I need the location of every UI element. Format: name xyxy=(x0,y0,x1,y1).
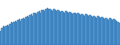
Bar xyxy=(11,22,12,45)
Bar xyxy=(68,13,69,45)
Bar xyxy=(107,19,108,45)
Bar xyxy=(47,8,48,45)
Bar xyxy=(13,22,15,45)
Bar xyxy=(3,26,4,45)
Bar xyxy=(35,13,36,45)
Bar xyxy=(99,17,100,45)
Bar xyxy=(80,15,81,45)
Bar xyxy=(16,22,17,45)
Bar xyxy=(111,19,112,45)
Bar xyxy=(15,21,16,45)
Bar xyxy=(9,24,11,45)
Bar xyxy=(108,20,109,45)
Bar xyxy=(113,19,115,45)
Bar xyxy=(71,13,72,45)
Bar xyxy=(51,10,52,45)
Bar xyxy=(116,21,117,45)
Bar xyxy=(61,11,63,45)
Bar xyxy=(73,13,75,45)
Bar xyxy=(45,9,47,45)
Bar xyxy=(5,26,7,45)
Bar xyxy=(109,18,111,45)
Bar xyxy=(63,12,64,45)
Bar xyxy=(1,28,3,45)
Bar xyxy=(85,14,87,45)
Bar xyxy=(93,16,95,45)
Bar xyxy=(52,11,53,45)
Bar xyxy=(105,18,107,45)
Bar xyxy=(53,9,55,45)
Bar xyxy=(12,23,13,45)
Bar xyxy=(92,17,93,45)
Bar xyxy=(115,20,116,45)
Bar xyxy=(75,14,76,45)
Bar xyxy=(23,18,24,45)
Bar xyxy=(72,14,73,45)
Bar xyxy=(88,16,89,45)
Bar xyxy=(84,16,85,45)
Bar xyxy=(104,19,105,45)
Bar xyxy=(87,15,88,45)
Bar xyxy=(83,15,84,45)
Bar xyxy=(96,18,97,45)
Bar xyxy=(56,11,57,45)
Bar xyxy=(57,10,59,45)
Bar xyxy=(79,14,80,45)
Bar xyxy=(33,14,35,45)
Bar xyxy=(44,11,45,45)
Bar xyxy=(40,13,41,45)
Bar xyxy=(24,19,25,45)
Bar xyxy=(17,20,19,45)
Bar xyxy=(91,16,92,45)
Bar xyxy=(117,22,119,45)
Bar xyxy=(25,17,27,45)
Bar xyxy=(100,18,101,45)
Bar xyxy=(7,25,8,45)
Bar xyxy=(49,9,51,45)
Bar xyxy=(119,23,120,45)
Bar xyxy=(65,11,67,45)
Bar xyxy=(97,16,99,45)
Bar xyxy=(76,14,77,45)
Bar xyxy=(31,14,32,45)
Bar xyxy=(55,10,56,45)
Bar xyxy=(77,13,79,45)
Bar xyxy=(29,15,31,45)
Bar xyxy=(36,14,37,45)
Bar xyxy=(69,12,71,45)
Bar xyxy=(8,26,9,45)
Bar xyxy=(28,17,29,45)
Bar xyxy=(4,27,5,45)
Bar xyxy=(67,12,68,45)
Bar xyxy=(48,9,49,45)
Bar xyxy=(101,17,103,45)
Bar xyxy=(43,10,44,45)
Bar xyxy=(32,16,33,45)
Bar xyxy=(64,13,65,45)
Bar xyxy=(41,10,43,45)
Bar xyxy=(0,31,1,45)
Bar xyxy=(20,21,21,45)
Bar xyxy=(37,12,39,45)
Bar xyxy=(27,16,28,45)
Bar xyxy=(81,14,83,45)
Bar xyxy=(89,15,91,45)
Bar xyxy=(103,18,104,45)
Bar xyxy=(21,19,23,45)
Bar xyxy=(112,20,113,45)
Bar xyxy=(19,19,20,45)
Bar xyxy=(39,11,40,45)
Bar xyxy=(95,17,96,45)
Bar xyxy=(59,11,60,45)
Bar xyxy=(60,12,61,45)
